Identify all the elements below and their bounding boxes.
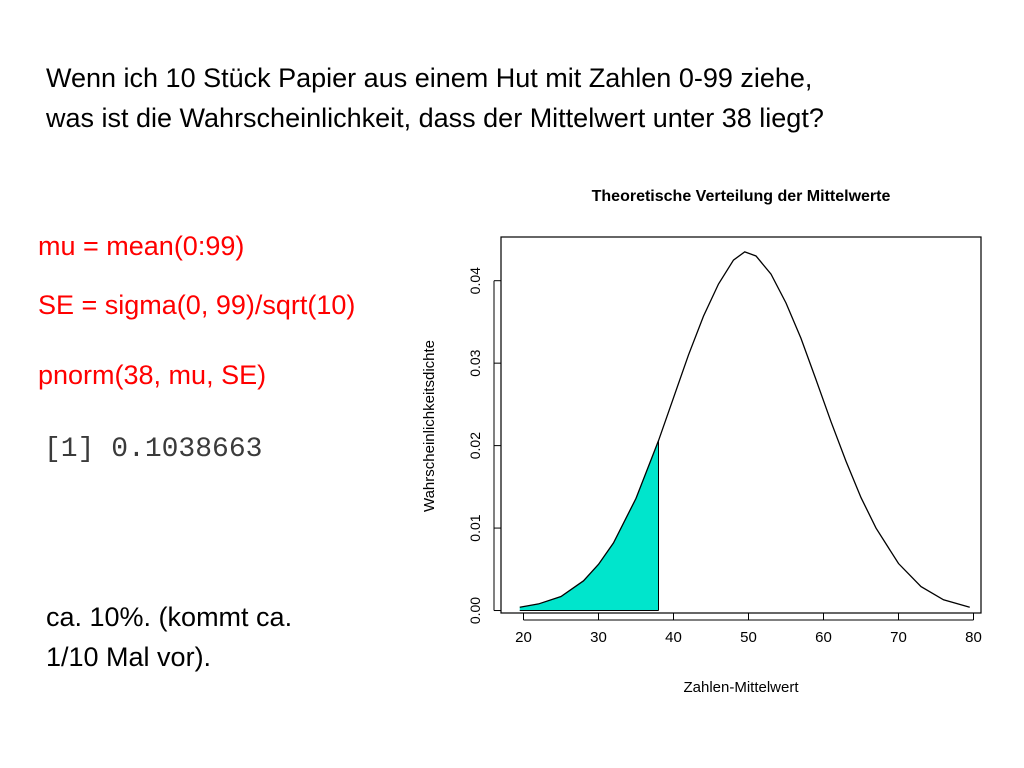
density-chart: Theoretische Verteilung der Mittelwerte … [421,188,982,696]
x-tick-label: 40 [665,629,682,646]
x-tick-label: 80 [965,629,982,646]
chart-title: Theoretische Verteilung der Mittelwerte [592,188,891,205]
x-tick-label: 30 [590,629,607,646]
code-mu: mu = mean(0:99) [38,231,245,261]
x-tick-label: 20 [515,629,532,646]
conclusion-text: ca. 10%. (kommt ca. 1/10 Mal vor). [46,597,292,677]
y-tick-label: 0.02 [467,432,483,459]
y-tick-label: 0.03 [467,349,483,376]
x-tick-label: 70 [890,629,907,646]
density-curve [519,251,970,608]
y-tick-label: 0.00 [467,597,483,624]
conclusion-line-2: 1/10 Mal vor). [46,642,212,672]
conclusion-line-1: ca. 10%. (kommt ca. [46,602,293,632]
y-tick-label: 0.04 [467,267,483,294]
plot-frame [500,236,982,614]
code-pnorm: pnorm(38, mu, SE) [38,360,267,390]
x-tick-label: 60 [815,629,832,646]
y-axis-label: Wahrscheinlichkeitsdichte [421,340,438,512]
question-text: Wenn ich 10 Stück Papier aus einem Hut m… [46,58,986,138]
x-tick-label: 50 [740,629,757,646]
question-line-2: was ist die Wahrscheinlichkeit, dass der… [46,103,824,133]
code-se: SE = sigma(0, 99)/sqrt(10) [38,290,356,320]
y-tick-label: 0.01 [467,514,483,541]
x-axis-label: Zahlen-Mittelwert [683,679,799,696]
question-line-1: Wenn ich 10 Stück Papier aus einem Hut m… [46,63,813,93]
plot-area: 20 30 40 50 60 70 80 0.00 0.01 0.02 0.03 0.04 [467,236,982,646]
result-output: [1] 0.1038663 [44,434,263,465]
shaded-area [519,440,659,611]
